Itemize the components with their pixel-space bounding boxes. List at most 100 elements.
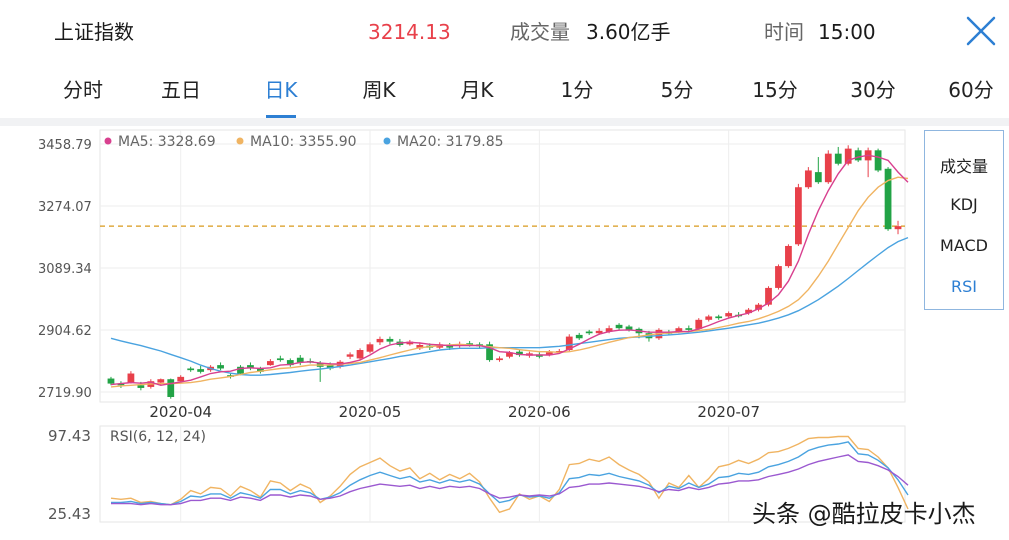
candle-body	[326, 365, 334, 369]
candle	[894, 220, 902, 235]
candle-body	[257, 368, 264, 372]
indicator-macd[interactable]: MACD	[940, 236, 988, 255]
tab-15min[interactable]: 15分	[742, 62, 808, 118]
ma-legend: MA5: 3328.69 MA10: 3355.90 MA20: 3179.85	[104, 134, 504, 150]
tab-label: 1分	[560, 78, 594, 102]
legend-dot-ma5	[104, 137, 112, 145]
price-tick-label: 3458.79	[38, 138, 92, 153]
candle	[247, 362, 254, 371]
candle-body	[765, 287, 772, 305]
indicator-volume[interactable]: 成交量	[939, 157, 988, 176]
candle	[585, 329, 593, 335]
candle	[356, 348, 364, 361]
candle	[804, 167, 812, 189]
candle-body	[187, 368, 195, 371]
candle	[834, 146, 842, 166]
rsi-tick-label: 97.43	[48, 427, 91, 445]
tab-five-day[interactable]: 五日	[150, 62, 212, 118]
candle	[884, 167, 892, 231]
price-tick-label: 3089.34	[38, 262, 92, 277]
candle-body	[804, 170, 812, 188]
ma10-line	[110, 176, 909, 388]
candle	[187, 366, 195, 372]
date-label: 2020-07	[697, 403, 760, 421]
axis-labels: 3458.79 3274.07 3089.34 2904.62 2719.90 97.43…	[38, 138, 760, 523]
tab-weekly-k[interactable]: 周K	[348, 62, 410, 118]
indicator-rsi[interactable]: RSI	[951, 277, 977, 296]
candle-body	[894, 226, 902, 230]
rsi6-line	[110, 435, 909, 514]
close-button[interactable]	[960, 12, 1002, 52]
candle-body	[296, 357, 304, 363]
candle-body	[247, 365, 254, 369]
candle	[844, 145, 852, 166]
price-tick-label: 2904.62	[38, 324, 92, 339]
candle-body	[725, 313, 733, 317]
indicator-kdj[interactable]: KDJ	[950, 195, 978, 214]
candle-body	[117, 383, 125, 386]
candle-body	[127, 373, 135, 383]
tab-daily-k[interactable]: 日K	[250, 62, 312, 118]
candle-body	[197, 369, 205, 372]
tab-5min[interactable]: 5分	[646, 62, 708, 118]
candle	[117, 381, 125, 388]
tab-1min[interactable]: 1分	[546, 62, 608, 118]
candle	[814, 157, 822, 184]
candle	[685, 325, 693, 332]
candle-body	[595, 330, 603, 334]
candle-body	[834, 153, 842, 164]
candle	[854, 147, 862, 163]
time-value: 15:00	[818, 20, 876, 44]
candle	[197, 365, 205, 374]
candle-body	[565, 336, 573, 351]
tab-monthly-k[interactable]: 月K	[446, 62, 508, 118]
candle	[725, 311, 733, 319]
tab-label: 60分	[948, 78, 994, 102]
candle-body	[854, 150, 862, 161]
candle-body	[376, 338, 384, 343]
legend-dot-ma10	[236, 137, 244, 145]
candle	[366, 342, 374, 354]
candle-body	[824, 153, 832, 183]
candle-body	[217, 365, 224, 369]
candle	[127, 371, 135, 384]
candle	[755, 303, 762, 312]
current-price: 3214.13	[368, 20, 451, 44]
rsi-chart: RSI(6, 12, 24)	[110, 429, 909, 514]
chart-area[interactable]: 3458.79 3274.07 3089.34 2904.62 2719.90 97.43…	[0, 126, 1009, 540]
tab-label: 月K	[460, 78, 494, 102]
candle-body	[715, 316, 723, 319]
candle	[575, 332, 583, 340]
tab-label: 30分	[850, 78, 896, 102]
candle-body	[695, 319, 703, 329]
candle-body	[755, 304, 762, 310]
tab-label: 五日	[161, 78, 201, 102]
candle	[695, 318, 703, 330]
index-title: 上证指数	[54, 20, 134, 44]
period-tabs: 分时 五日 日K 周K 月K 1分 5分 15分 30分 60分	[0, 62, 1009, 118]
ma5-line	[110, 154, 909, 387]
candle-body	[237, 366, 244, 374]
candle-body	[814, 172, 822, 183]
candle-body	[884, 168, 892, 230]
tab-60min[interactable]: 60分	[938, 62, 1004, 118]
kline-chart[interactable]: 3458.79 3274.07 3089.34 2904.62 2719.90 97.43…	[0, 126, 1009, 540]
tab-label: 周K	[362, 78, 396, 102]
candle	[715, 314, 723, 320]
candle-body	[276, 358, 284, 361]
candle	[516, 350, 523, 357]
candle-body	[844, 148, 852, 164]
candle-body	[545, 352, 553, 356]
rsi-tick-label: 25.43	[48, 505, 91, 523]
tab-30min[interactable]: 30分	[840, 62, 906, 118]
candle-body	[745, 309, 752, 314]
candle-body	[356, 350, 364, 359]
tab-intraday[interactable]: 分时	[52, 62, 114, 118]
candle-body	[177, 376, 185, 382]
legend-ma20: MA20: 3179.85	[397, 134, 504, 150]
section-divider	[0, 118, 1009, 126]
candle	[217, 362, 224, 371]
candle-body	[416, 344, 424, 349]
candle-body	[366, 344, 374, 352]
volume-value: 3.60亿手	[586, 20, 671, 44]
